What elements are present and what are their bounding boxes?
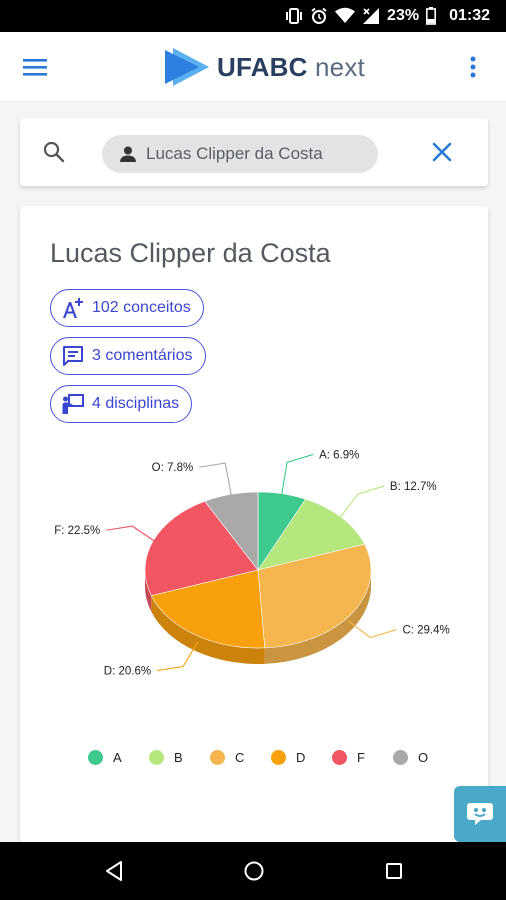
grade-plus-icon	[61, 296, 85, 320]
legend-swatch	[271, 750, 286, 765]
more-vert-icon	[470, 56, 476, 78]
home-button[interactable]	[242, 859, 266, 883]
logo-text-suffix: next	[315, 51, 365, 82]
pie-slice-d[interactable]	[150, 569, 266, 649]
legend-label: D	[296, 750, 306, 765]
hamburger-icon	[23, 59, 47, 76]
pie-slice-c[interactable]	[257, 543, 372, 649]
chat-icon	[467, 803, 493, 825]
legend-item-a[interactable]: A	[88, 750, 149, 765]
clear-search-button[interactable]	[430, 140, 454, 164]
leader-line-o	[199, 462, 233, 498]
data-label-d: D: 20.6%	[104, 666, 151, 678]
legend-swatch	[332, 750, 347, 765]
pie-slice-b[interactable]	[257, 498, 366, 571]
comments-pill-label: 3 comentários	[92, 347, 193, 364]
data-label-a: A: 6.9%	[319, 449, 359, 461]
leader-line-f	[106, 525, 158, 544]
subjects-pill-label: 4 disciplinas	[92, 395, 180, 412]
back-triangle-icon	[106, 861, 122, 881]
legend-label: B	[174, 750, 183, 765]
app-logo: UFABC next	[163, 44, 365, 90]
legend-label: O	[418, 750, 429, 765]
play-logo-icon	[165, 48, 209, 86]
legend-item-c[interactable]: C	[210, 750, 271, 765]
comments-pill[interactable]: 3 comentários	[50, 337, 206, 375]
grades-pie-chart: A: 6.9% B: 12.7% C: 29.4% D: 20.6% F: 22.5% O…	[20, 446, 488, 786]
comment-icon	[61, 344, 85, 368]
back-button[interactable]	[102, 859, 126, 883]
person-icon	[118, 144, 138, 164]
student-name: Lucas Clipper da Costa	[50, 238, 331, 268]
concepts-pill-label: 102 conceitos	[92, 299, 191, 316]
signal-icon	[362, 7, 380, 25]
pie-side-c	[264, 570, 371, 664]
legend-label: A	[113, 750, 122, 765]
close-icon	[432, 142, 452, 162]
pie-slice-f[interactable]	[144, 500, 259, 596]
legend-label: C	[235, 750, 245, 765]
profile-card: Lucas Clipper da Costa 102 conceitos 3 c…	[20, 206, 488, 842]
legend-item-d[interactable]: D	[271, 750, 332, 765]
data-label-o: O: 7.8%	[152, 462, 194, 474]
search-chip[interactable]: Lucas Clipper da Costa	[102, 135, 378, 173]
legend-swatch	[149, 750, 164, 765]
data-label-c: C: 29.4%	[402, 625, 449, 637]
legend-swatch	[210, 750, 225, 765]
leader-line-c	[348, 620, 397, 639]
battery-percent: 23%	[387, 7, 420, 24]
status-bar: 23% 01:32	[0, 0, 506, 32]
more-options-button[interactable]	[460, 52, 486, 82]
status-time: 01:32	[449, 7, 490, 24]
chat-support-button[interactable]	[454, 786, 506, 842]
leader-line-b	[337, 485, 385, 520]
data-label-f: F: 22.5%	[54, 525, 100, 537]
logo-text: UFABC next	[217, 52, 365, 83]
alarm-icon	[310, 7, 328, 25]
pie-chart-svg: A: 6.9% B: 12.7% C: 29.4% D: 20.6% F: 22.5% O…	[54, 449, 450, 678]
legend-item-b[interactable]: B	[149, 750, 210, 765]
concepts-pill[interactable]: 102 conceitos	[50, 289, 204, 327]
status-icons: 23% 01:32	[285, 0, 490, 32]
home-circle-icon	[244, 861, 264, 881]
logo-text-main: UFABC	[217, 51, 308, 82]
search-icon[interactable]	[42, 140, 66, 164]
search-chip-label: Lucas Clipper da Costa	[146, 144, 323, 163]
menu-button[interactable]	[20, 52, 50, 82]
legend-label: F	[357, 750, 365, 765]
leader-line-d	[157, 641, 199, 672]
teacher-icon	[61, 392, 85, 416]
battery-icon	[426, 7, 437, 25]
search-card: Lucas Clipper da Costa	[20, 118, 488, 186]
recent-apps-button[interactable]	[382, 859, 406, 883]
vibrate-icon	[285, 7, 303, 25]
leader-line-a	[280, 453, 314, 497]
system-nav-bar	[0, 842, 506, 900]
pie-side-f	[145, 570, 152, 612]
data-label-b: B: 12.7%	[390, 481, 437, 493]
wifi-icon	[335, 7, 356, 25]
subjects-pill[interactable]: 4 disciplinas	[50, 385, 193, 423]
legend-swatch	[88, 750, 103, 765]
recent-square-icon	[386, 863, 402, 879]
legend-item-f[interactable]: F	[332, 750, 393, 765]
legend-swatch	[393, 750, 408, 765]
legend-item-o[interactable]: O	[393, 750, 454, 765]
app-bar: UFABC next	[0, 32, 506, 102]
